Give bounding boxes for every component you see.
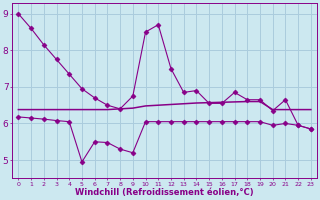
X-axis label: Windchill (Refroidissement éolien,°C): Windchill (Refroidissement éolien,°C) — [75, 188, 254, 197]
